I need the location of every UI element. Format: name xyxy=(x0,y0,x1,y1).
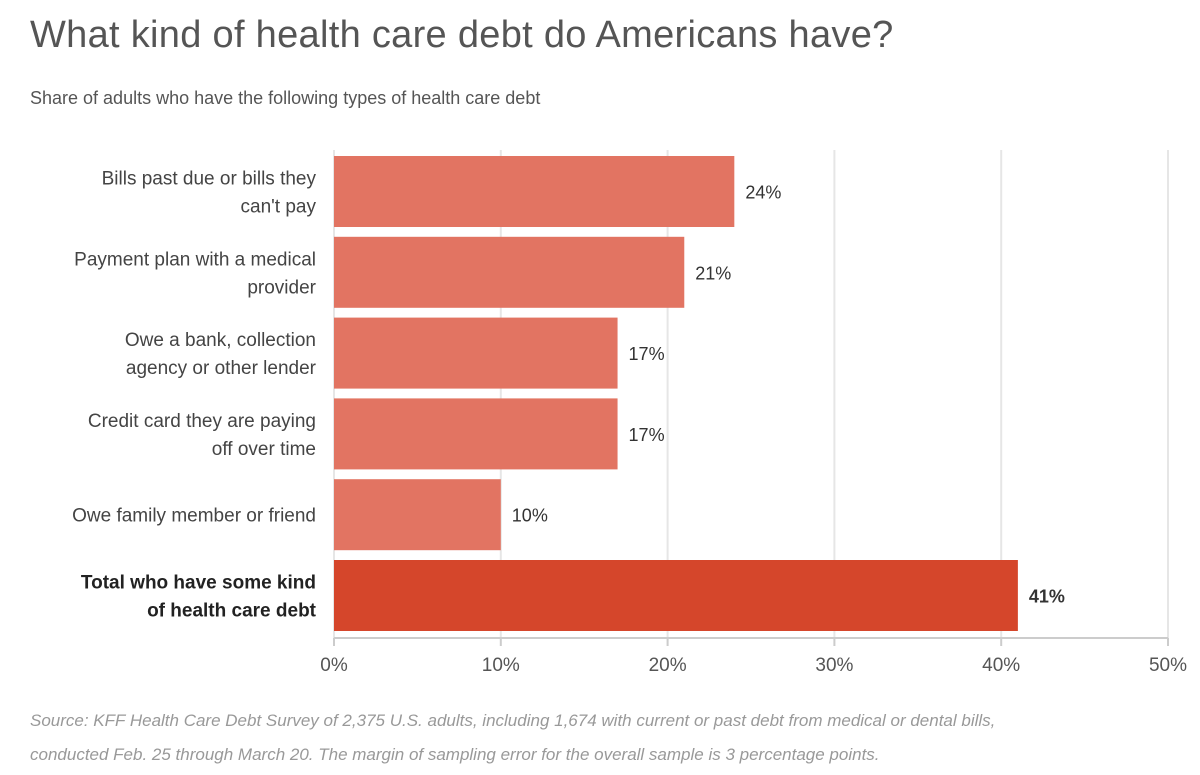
category-label: Credit card they are paying xyxy=(88,411,316,432)
category-label: off over time xyxy=(212,439,316,460)
value-label: 21% xyxy=(695,263,731,283)
value-label: 17% xyxy=(629,425,665,445)
source-note-line-1: Source: KFF Health Care Debt Survey of 2… xyxy=(30,711,996,730)
bar xyxy=(334,156,735,227)
bar-chart: 0% 10% 20% 30% 40% 50% 24% Bills past due or bi… xyxy=(72,150,1187,676)
x-tick-label: 10% xyxy=(482,655,520,676)
category-label: can't pay xyxy=(241,197,317,218)
x-tick-label: 20% xyxy=(649,655,687,676)
x-tick-label: 30% xyxy=(815,655,853,676)
value-label: 17% xyxy=(629,344,665,364)
category-label: of health care debt xyxy=(147,601,317,622)
value-label: 41% xyxy=(1029,587,1065,607)
category-label: Owe family member or friend xyxy=(72,506,316,527)
x-tick-label: 40% xyxy=(982,655,1020,676)
category-label: agency or other lender xyxy=(126,358,317,379)
bar xyxy=(334,479,501,551)
category-label: Payment plan with a medical xyxy=(74,249,316,270)
bar xyxy=(334,560,1018,631)
bar xyxy=(334,236,685,308)
category-label: Total who have some kind xyxy=(81,573,316,594)
x-tick-label: 0% xyxy=(320,655,348,676)
value-label: 24% xyxy=(745,183,781,203)
category-label: provider xyxy=(247,277,316,298)
category-label: Bills past due or bills they xyxy=(102,169,317,190)
chart-title: What kind of health care debt do America… xyxy=(30,14,894,56)
bar xyxy=(334,398,618,470)
bar xyxy=(334,317,618,389)
source-note-line-2: conducted Feb. 25 through March 20. The … xyxy=(30,745,880,764)
x-tick-label: 50% xyxy=(1149,655,1187,676)
category-label: Owe a bank, collection xyxy=(125,330,316,351)
chart-subtitle: Share of adults who have the following t… xyxy=(30,88,541,108)
value-label: 10% xyxy=(512,506,548,526)
